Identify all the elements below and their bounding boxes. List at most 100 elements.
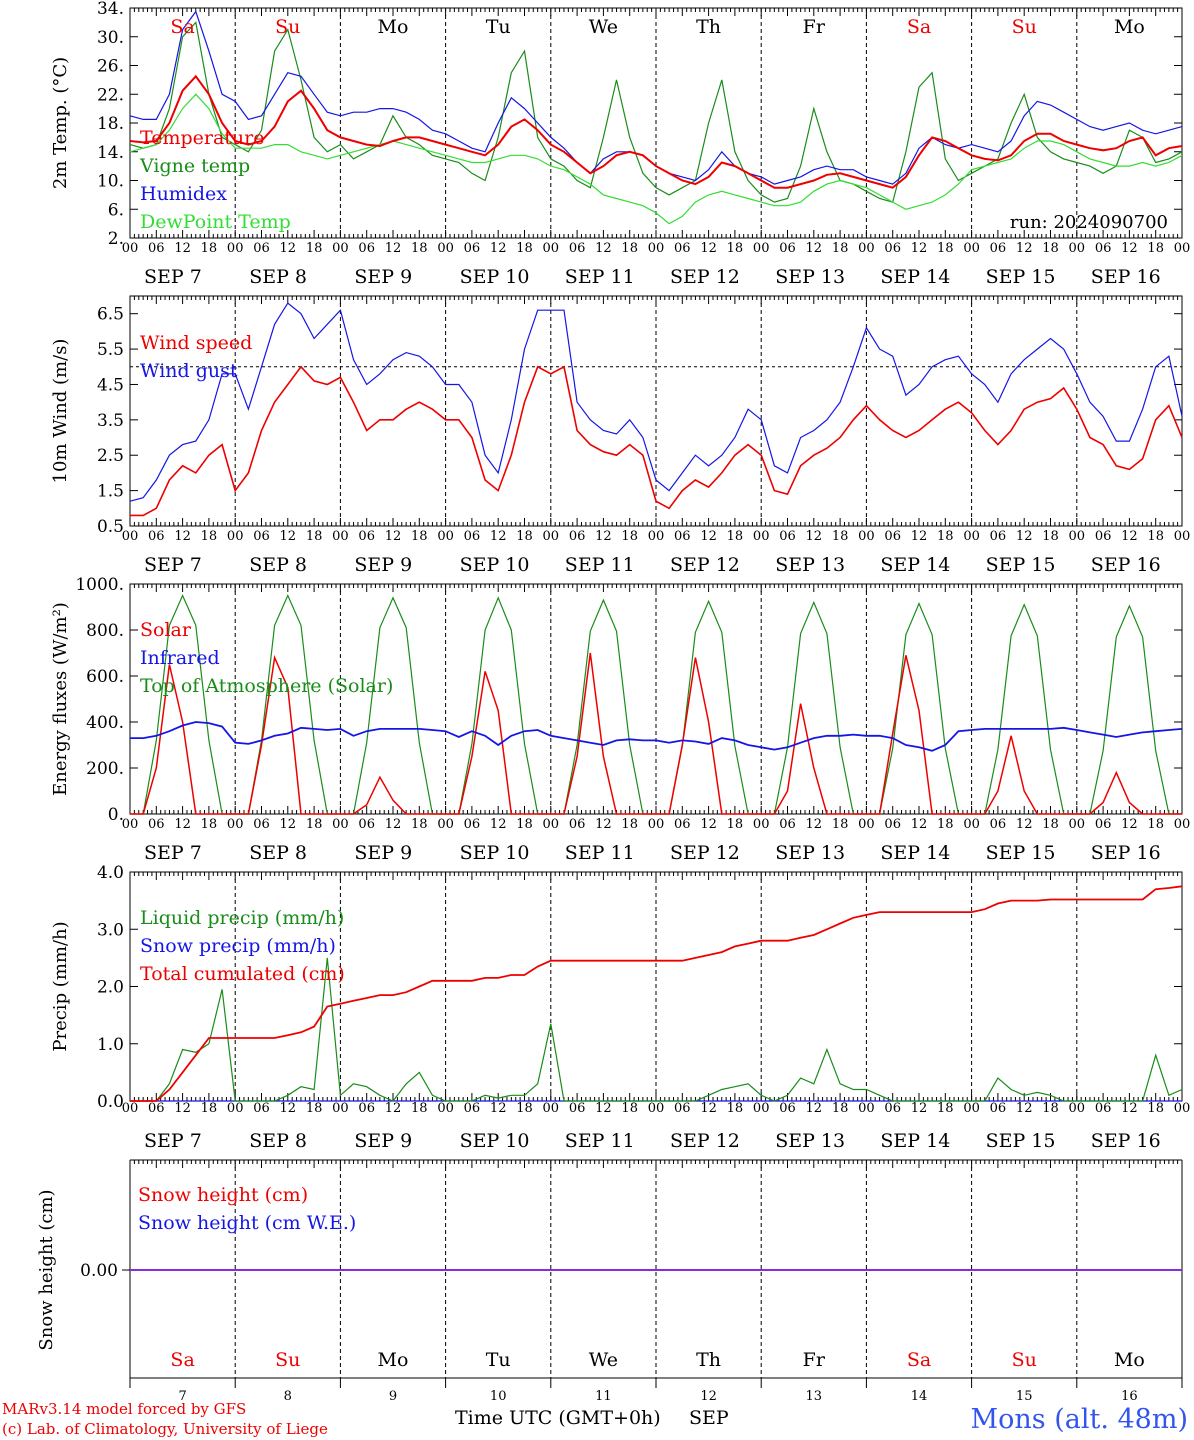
panel-0-hour-label: 18: [1147, 241, 1164, 256]
panel-1-hour-label: 06: [674, 529, 691, 544]
panel-1-ylabel: 10m Wind (m/s): [50, 339, 71, 484]
panel-2-series-solar: [130, 652, 1182, 815]
panel-0-hour-label: 00: [963, 241, 980, 256]
panel-0-ytick-label: 6.: [108, 200, 124, 220]
panel-0-hour-label: 18: [727, 241, 744, 256]
panel-1-hour-label: 12: [490, 529, 507, 544]
panel-1-hour-label: 18: [1147, 529, 1164, 544]
panel-0-series-vigne-temp: [129, 21, 1183, 203]
panel-0-hour-label: 06: [884, 241, 901, 256]
panel-3-hour-label: 00: [753, 1101, 770, 1116]
panel-0-hour-label: 12: [280, 241, 297, 256]
panel-0-weekday-label: Su: [275, 16, 300, 38]
panel-3-date-label: SEP 7: [144, 1130, 202, 1152]
panel-2-hour-label: 06: [148, 817, 165, 832]
panel-4-legend-entry: Snow height (cm): [138, 1184, 308, 1206]
panel-4-weekday-label: Th: [696, 1349, 721, 1371]
panel-2-date-label: SEP 11: [565, 842, 635, 864]
panel-2-date-label: SEP 10: [460, 842, 530, 864]
panel-0-hour-label: 06: [358, 241, 375, 256]
panel-3-hour-label: 06: [779, 1101, 796, 1116]
panel-2-legend-entry: Infrared: [140, 647, 220, 669]
panel-2-ytick-label: 800.: [86, 621, 124, 641]
panel-0-date-label: SEP 15: [986, 266, 1056, 288]
panel-3-hour-label: 18: [1147, 1101, 1164, 1116]
panel-1-date-label: SEP 16: [1091, 554, 1161, 576]
panel-2-hour-label: 00: [332, 817, 349, 832]
panel-4-weekday-label: Sa: [907, 1349, 931, 1371]
panel-0-hour-label: 12: [174, 241, 191, 256]
panel-1-ytick-label: 1.5: [97, 482, 124, 502]
x-axis-month: SEP: [689, 1407, 729, 1429]
panel-0-hour-label: 18: [1042, 241, 1059, 256]
panel-1-hour-label: 00: [227, 529, 244, 544]
panel-3-hour-label: 12: [1016, 1101, 1033, 1116]
panel-0-ytick-label: 2.: [108, 229, 124, 249]
panel-2-hour-label: 06: [674, 817, 691, 832]
panel-0-hour-label: 00: [858, 241, 875, 256]
panel-1-hour-label: 00: [1174, 529, 1191, 544]
panel-3-hour-label: 12: [806, 1101, 823, 1116]
panel-1-hour-label: 12: [280, 529, 297, 544]
panel-0-hour-label: 06: [253, 241, 270, 256]
panel-2-hour-label: 00: [648, 817, 665, 832]
panel-3-hour-label: 06: [253, 1101, 270, 1116]
panel-0-weekday-label: Th: [696, 16, 721, 38]
panel-4-legend-entry: Snow height (cm W.E.): [138, 1212, 356, 1234]
panel-2-date-label: SEP 12: [670, 842, 740, 864]
panel-0-hour-label: 18: [937, 241, 954, 256]
panel-2-date-label: SEP 8: [249, 842, 307, 864]
panel-2-ytick-label: 400.: [86, 713, 124, 733]
panel-0-ytick-label: 30.: [97, 28, 124, 48]
panel-1-hour-label: 06: [569, 529, 586, 544]
panel-0-hour-label: 18: [621, 241, 638, 256]
panel-3-hour-label: 00: [332, 1101, 349, 1116]
panel-0-ytick-label: 14.: [97, 143, 124, 163]
panel-0-hour-label: 00: [753, 241, 770, 256]
panel-2-hour-label: 06: [569, 817, 586, 832]
panel-0-date-label: SEP 16: [1091, 266, 1161, 288]
panel-4-day-number: 9: [389, 1389, 397, 1404]
panel-0-hour-label: 06: [779, 241, 796, 256]
panel-4-day-number: 15: [1016, 1389, 1033, 1404]
panel-2-hour-label: 00: [858, 817, 875, 832]
panel-1-hour-label: 18: [201, 529, 218, 544]
panel-0-date-label: SEP 8: [249, 266, 307, 288]
panel-1-hour-label: 12: [385, 529, 402, 544]
panel-3-hour-label: 00: [963, 1101, 980, 1116]
panel-0-hour-label: 06: [148, 241, 165, 256]
panel-3-ytick-label: 4.0: [97, 863, 124, 883]
panel-1-date-label: SEP 9: [354, 554, 412, 576]
panel-2-ylabel: Energy fluxes (W/m²): [50, 602, 71, 796]
panel-0-hour-label: 06: [464, 241, 481, 256]
panel-1-hour-label: 06: [253, 529, 270, 544]
panel-2-hour-label: 06: [253, 817, 270, 832]
panel-2-hour-label: 06: [884, 817, 901, 832]
panel-2-hour-label: 00: [543, 817, 560, 832]
panel-2-series-infrared: [130, 721, 1183, 752]
panel-2-legend-entry: Solar: [140, 619, 192, 641]
panel-0-ytick-label: 10.: [97, 172, 124, 192]
panel-0-ytick-label: 26.: [97, 57, 124, 77]
panel-0-date-label: SEP 10: [460, 266, 530, 288]
panel-1-hour-label: 06: [1095, 529, 1112, 544]
panel-3-ytick-label: 1.0: [97, 1035, 124, 1055]
panel-1-hour-label: 12: [700, 529, 717, 544]
panel-0-hour-label: 18: [306, 241, 323, 256]
panel-2-hour-label: 00: [122, 817, 139, 832]
panel-2-hour-label: 00: [753, 817, 770, 832]
panel-1-hour-label: 12: [1121, 529, 1138, 544]
panel-1-hour-label: 12: [174, 529, 191, 544]
panel-1-hour-label: 06: [358, 529, 375, 544]
panel-2-legend-entry: Top of Atmosphere (Solar): [140, 675, 393, 697]
panel-1-hour-label: 00: [437, 529, 454, 544]
panel-3-hour-label: 18: [516, 1101, 533, 1116]
panel-0-hour-label: 00: [648, 241, 665, 256]
panel-1-legend-entry: Wind speed: [140, 332, 252, 354]
panel-3-date-label: SEP 16: [1091, 1130, 1161, 1152]
panel-0-weekday-label: Su: [1012, 16, 1037, 38]
panel-2-hour-label: 12: [280, 817, 297, 832]
panel-1-hour-label: 06: [148, 529, 165, 544]
panel-2-hour-label: 00: [437, 817, 454, 832]
panel-2-date-label: SEP 9: [354, 842, 412, 864]
